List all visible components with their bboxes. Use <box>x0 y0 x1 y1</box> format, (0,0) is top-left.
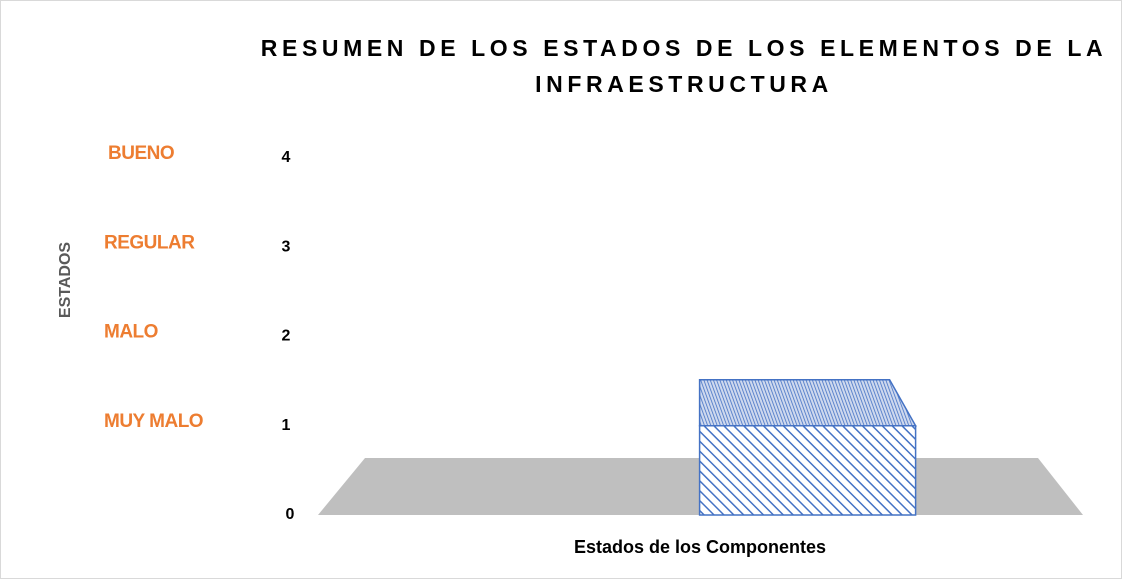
y-axis-label: ESTADOS <box>57 242 74 318</box>
bar-top <box>698 379 917 427</box>
chart-title: RESUMEN DE LOS ESTADOS DE LOS ELEMENTOS … <box>260 35 1108 97</box>
state-label: MALO <box>104 322 158 343</box>
state-label: MUY MALO <box>104 411 203 432</box>
y-tick-label: 1 <box>282 417 291 434</box>
y-tick-label: 2 <box>282 328 291 345</box>
state-label: REGULAR <box>104 232 195 253</box>
y-tick-label: 3 <box>282 238 291 255</box>
bar <box>698 425 917 516</box>
y-tick-label: 4 <box>282 149 291 166</box>
y-tick-label: 0 <box>286 506 295 523</box>
state-label: BUENO <box>108 143 174 164</box>
x-axis-label: Estados de los Componentes <box>574 537 826 557</box>
